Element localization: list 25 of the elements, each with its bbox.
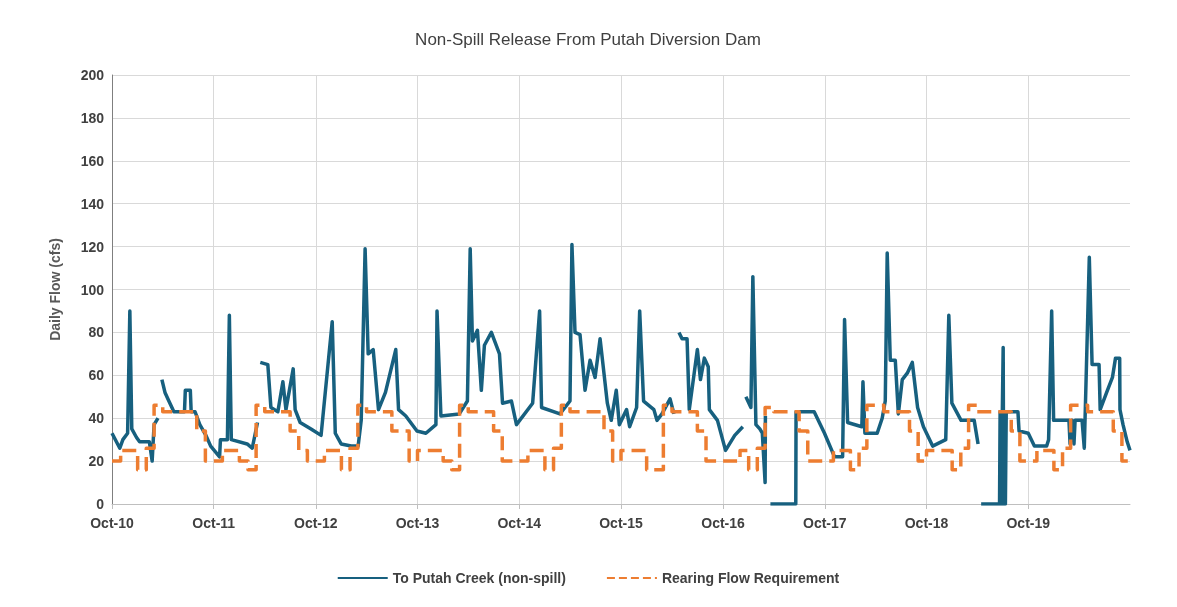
- y-tick-label: 20: [88, 453, 105, 470]
- x-tick-label: Oct-16: [701, 515, 746, 531]
- y-tick-label: 180: [80, 109, 105, 126]
- y-tick-label: 120: [80, 238, 105, 255]
- legend-label: Rearing Flow Requirement: [661, 570, 840, 586]
- x-tick-label: Oct-18: [904, 515, 949, 531]
- x-tick-label: Oct-11: [192, 515, 236, 531]
- y-tick-label: 60: [88, 367, 105, 384]
- y-tick-label: 200: [80, 67, 105, 83]
- x-tick-label: Oct-17: [802, 515, 847, 531]
- y-tick-label: 160: [80, 152, 105, 169]
- y-tick-label: 140: [80, 195, 105, 212]
- y-tick-label: 100: [80, 281, 105, 298]
- chart-title: Non-Spill Release From Putah Diversion Dam: [415, 30, 761, 49]
- x-tick-label: Oct-13: [395, 515, 440, 531]
- y-tick-label: 0: [96, 496, 105, 512]
- x-tick-label: Oct-19: [1006, 515, 1051, 531]
- y-tick-label: 40: [88, 410, 105, 427]
- x-tick-label: Oct-14: [497, 515, 542, 531]
- legend-label: To Putah Creek (non-spill): [392, 570, 566, 586]
- x-tick-label: Oct-12: [293, 515, 338, 531]
- x-tick-label: Oct-15: [599, 515, 643, 531]
- x-tick-label: Oct-10: [90, 515, 134, 531]
- y-tick-label: 80: [88, 324, 105, 341]
- y-axis-title: Daily Flow (cfs): [47, 238, 63, 341]
